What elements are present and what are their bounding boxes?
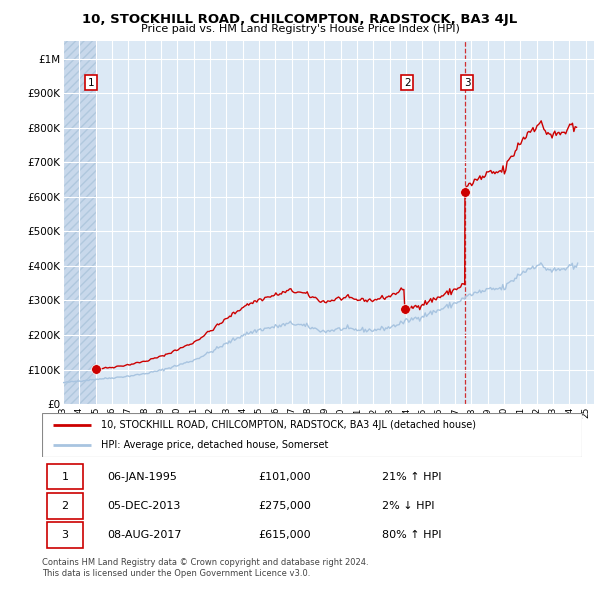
Text: HPI: Average price, detached house, Somerset: HPI: Average price, detached house, Some… [101,440,329,450]
Text: 08-AUG-2017: 08-AUG-2017 [107,530,181,540]
Text: 80% ↑ HPI: 80% ↑ HPI [382,530,442,540]
Text: 21% ↑ HPI: 21% ↑ HPI [382,471,442,481]
Text: 3: 3 [61,530,68,540]
Text: 1: 1 [61,471,68,481]
Text: £615,000: £615,000 [258,530,311,540]
FancyBboxPatch shape [47,464,83,490]
FancyBboxPatch shape [47,493,83,519]
Text: Price paid vs. HM Land Registry's House Price Index (HPI): Price paid vs. HM Land Registry's House … [140,24,460,34]
Bar [63,41,96,404]
FancyBboxPatch shape [42,413,582,457]
Text: Contains HM Land Registry data © Crown copyright and database right 2024.: Contains HM Land Registry data © Crown c… [42,558,368,566]
Text: 10, STOCKHILL ROAD, CHILCOMPTON, RADSTOCK, BA3 4JL: 10, STOCKHILL ROAD, CHILCOMPTON, RADSTOC… [82,13,518,26]
Bar [63,41,96,404]
Text: 2: 2 [61,501,68,511]
FancyBboxPatch shape [47,522,83,548]
Text: 3: 3 [464,78,470,88]
Text: £275,000: £275,000 [258,501,311,511]
Text: 2: 2 [404,78,410,88]
Text: £101,000: £101,000 [258,471,311,481]
Text: 06-JAN-1995: 06-JAN-1995 [107,471,176,481]
Text: 10, STOCKHILL ROAD, CHILCOMPTON, RADSTOCK, BA3 4JL (detached house): 10, STOCKHILL ROAD, CHILCOMPTON, RADSTOC… [101,420,476,430]
Text: This data is licensed under the Open Government Licence v3.0.: This data is licensed under the Open Gov… [42,569,310,578]
Text: 1: 1 [88,78,95,88]
Text: 05-DEC-2013: 05-DEC-2013 [107,501,180,511]
Text: 2% ↓ HPI: 2% ↓ HPI [382,501,434,511]
